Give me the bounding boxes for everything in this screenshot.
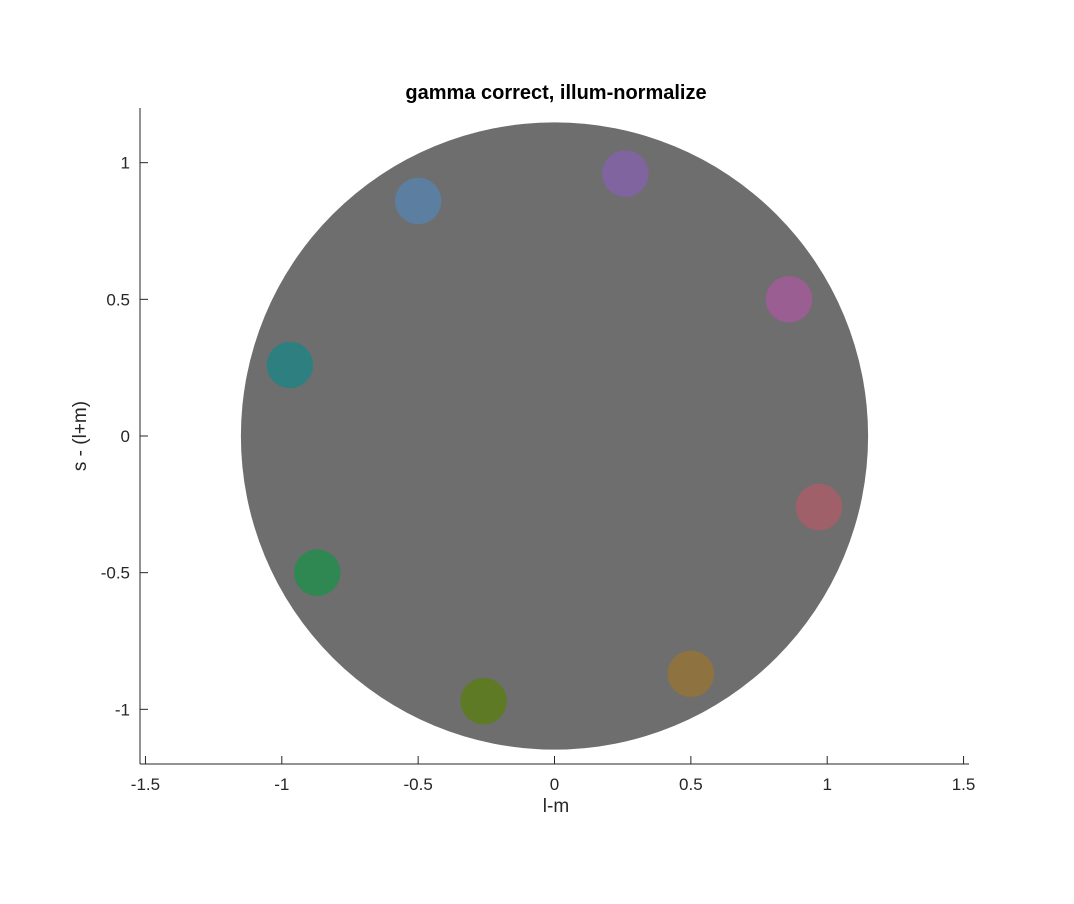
data-points bbox=[266, 150, 843, 725]
plot-area bbox=[240, 122, 869, 750]
x-tick-label: -0.5 bbox=[404, 775, 433, 794]
x-tick-label: -1.5 bbox=[131, 775, 160, 794]
x-tick-label: 1.5 bbox=[952, 775, 976, 794]
y-tick-label: 0.5 bbox=[106, 290, 130, 309]
data-point-6 bbox=[294, 549, 341, 596]
data-point-3 bbox=[765, 276, 813, 323]
y-axis-label: s - (l+m) bbox=[70, 401, 91, 471]
x-tick-label: 0.5 bbox=[679, 775, 703, 794]
x-axis-label: l-m bbox=[543, 796, 569, 817]
x-tick-label: 1 bbox=[822, 775, 831, 794]
data-point-5 bbox=[795, 483, 843, 531]
data-point-1 bbox=[602, 150, 649, 197]
y-tick-label: -1 bbox=[115, 700, 130, 719]
chart-title: gamma correct, illum-normalize bbox=[405, 82, 706, 104]
x-axis-ticks: -1.5 -1 -0.5 0 0.5 1 1.5 bbox=[131, 756, 976, 794]
x-tick-label: -1 bbox=[274, 775, 289, 794]
y-tick-label: -0.5 bbox=[101, 564, 130, 583]
data-point-2 bbox=[394, 177, 442, 225]
x-tick-label: 0 bbox=[550, 775, 559, 794]
y-tick-label: 0 bbox=[121, 427, 130, 446]
background-disk bbox=[240, 122, 869, 750]
y-tick-label: 1 bbox=[121, 154, 130, 173]
data-point-7 bbox=[667, 650, 715, 698]
y-axis-ticks: -1 -0.5 0 0.5 1 bbox=[101, 154, 148, 719]
data-point-8 bbox=[460, 677, 507, 725]
data-point-4 bbox=[266, 341, 314, 389]
